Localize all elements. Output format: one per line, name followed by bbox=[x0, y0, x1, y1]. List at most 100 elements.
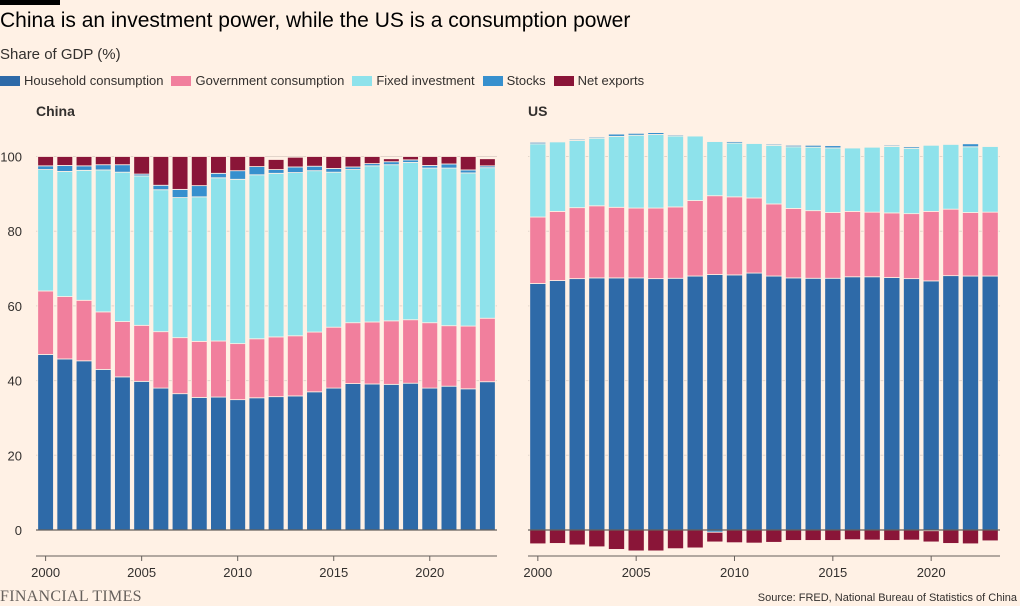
legend-item-net-exports: Net exports bbox=[553, 73, 644, 88]
legend-label: Fixed investment bbox=[376, 73, 475, 88]
bar-segment-stocks bbox=[37, 165, 54, 170]
bar-segment-fixed-investment bbox=[171, 197, 189, 339]
bar-segment-net-exports bbox=[344, 156, 362, 168]
bar-segment-fixed-investment bbox=[962, 146, 979, 213]
bar-segment-fixed-investment bbox=[903, 147, 920, 215]
bar-segment-stocks bbox=[903, 146, 920, 149]
bar-segment-net-exports bbox=[190, 156, 208, 187]
bar-segment-fixed-investment bbox=[667, 135, 684, 208]
bar-segment-net-exports bbox=[459, 156, 477, 171]
bar-segment-fixed-investment bbox=[440, 167, 458, 327]
bar-segment-government-consumption bbox=[667, 206, 684, 279]
bar-segment-net-exports bbox=[686, 529, 704, 549]
bar-segment-fixed-investment bbox=[824, 147, 842, 213]
legend-swatch bbox=[171, 75, 192, 86]
bar-segment-stocks bbox=[287, 166, 304, 173]
bar-segment-net-exports bbox=[745, 529, 763, 544]
bar-segment-net-exports bbox=[56, 156, 74, 166]
bar-segment-household-consumption bbox=[402, 382, 419, 531]
bar-segment-household-consumption bbox=[37, 354, 54, 531]
bar-segment-government-consumption bbox=[883, 212, 901, 278]
bar-segment-household-consumption bbox=[804, 277, 822, 531]
bar-segment-stocks bbox=[627, 132, 645, 136]
bar-segment-government-consumption bbox=[37, 290, 54, 355]
bar-segment-government-consumption bbox=[229, 343, 246, 401]
bar-segment-household-consumption bbox=[171, 393, 189, 531]
bar-segment-household-consumption bbox=[344, 383, 362, 531]
bar-segment-fixed-investment bbox=[706, 141, 724, 197]
bar-segment-household-consumption bbox=[922, 280, 940, 531]
bar-segment-stocks bbox=[459, 169, 477, 174]
bar-segment-stocks bbox=[608, 133, 625, 137]
bar-segment-government-consumption bbox=[529, 216, 547, 284]
legend-swatch bbox=[482, 75, 503, 86]
bar-segment-government-consumption bbox=[686, 200, 704, 277]
bar-segment-household-consumption bbox=[479, 381, 496, 531]
bar-segment-government-consumption bbox=[133, 324, 150, 382]
bar-segment-net-exports bbox=[383, 158, 400, 163]
panel-title: US bbox=[528, 103, 547, 119]
legend-item-household: Household consumption bbox=[0, 73, 163, 88]
bar-segment-stocks bbox=[267, 169, 285, 174]
bar-segment-government-consumption bbox=[344, 322, 362, 384]
bar-segment-household-consumption bbox=[745, 272, 763, 531]
y-tick-label: 20 bbox=[8, 448, 22, 463]
bar-segment-net-exports bbox=[627, 529, 645, 552]
legend-label: Household consumption bbox=[24, 73, 164, 88]
x-tick-label: 2010 bbox=[223, 565, 252, 580]
bar-segment-government-consumption bbox=[190, 340, 208, 398]
bar-segment-net-exports bbox=[94, 156, 112, 166]
bar-segment-net-exports bbox=[287, 156, 304, 168]
bar-segment-government-consumption bbox=[726, 196, 743, 276]
bar-segment-net-exports bbox=[981, 529, 999, 542]
bar-segment-fixed-investment bbox=[229, 178, 246, 345]
bar-segment-fixed-investment bbox=[190, 196, 208, 342]
bar-segment-stocks bbox=[647, 132, 665, 135]
bar-segment-net-exports bbox=[588, 529, 606, 548]
bar-segment-household-consumption bbox=[844, 276, 861, 531]
ft-top-bar bbox=[0, 0, 60, 5]
x-tick-label: 2000 bbox=[523, 565, 552, 580]
bar-segment-government-consumption bbox=[402, 319, 419, 384]
bar-segment-fixed-investment bbox=[608, 135, 625, 208]
bar-segment-government-consumption bbox=[981, 211, 999, 277]
bar-segment-household-consumption bbox=[883, 277, 901, 531]
bar-segment-stocks bbox=[686, 134, 704, 137]
us-panel bbox=[528, 132, 1000, 561]
source-note: Source: FRED, National Bureau of Statist… bbox=[757, 592, 1017, 604]
bar-segment-household-consumption bbox=[903, 278, 920, 531]
bar-segment-fixed-investment bbox=[344, 169, 362, 324]
bar-segment-household-consumption bbox=[210, 396, 227, 531]
bar-segment-net-exports bbox=[726, 529, 743, 544]
bar-segment-household-consumption bbox=[568, 278, 586, 531]
bar-segment-net-exports bbox=[844, 529, 861, 541]
bar-segment-fixed-investment bbox=[325, 171, 343, 328]
bar-segment-net-exports bbox=[37, 156, 54, 167]
bar-segment-government-consumption bbox=[844, 211, 861, 278]
bar-segment-fixed-investment bbox=[287, 172, 304, 337]
bar-segment-fixed-investment bbox=[942, 143, 960, 210]
bar-segment-fixed-investment bbox=[37, 169, 54, 292]
bar-segment-net-exports bbox=[883, 529, 901, 541]
bar-segment-household-consumption bbox=[549, 280, 566, 531]
bar-segment-fixed-investment bbox=[588, 137, 606, 207]
legend-swatch bbox=[0, 75, 20, 86]
bar-segment-government-consumption bbox=[325, 326, 343, 389]
bar-segment-household-consumption bbox=[824, 277, 842, 531]
bar-segment-fixed-investment bbox=[363, 165, 381, 323]
bar-segment-fixed-investment bbox=[568, 140, 586, 209]
bar-segment-stocks bbox=[56, 165, 74, 172]
legend-label: Stocks bbox=[506, 73, 546, 88]
bar-segment-government-consumption bbox=[306, 331, 323, 393]
bar-segment-household-consumption bbox=[306, 391, 323, 531]
bar-segment-net-exports bbox=[479, 158, 496, 167]
bar-segment-stocks bbox=[94, 164, 112, 171]
bar-segment-net-exports bbox=[325, 156, 343, 169]
legend-swatch bbox=[553, 75, 574, 86]
bar-segment-government-consumption bbox=[94, 311, 112, 370]
bar-segment-government-consumption bbox=[267, 336, 285, 398]
bar-segment-stocks bbox=[883, 144, 901, 147]
bar-segment-government-consumption bbox=[549, 211, 566, 281]
bar-segment-fixed-investment bbox=[726, 142, 743, 198]
x-tick-label: 2000 bbox=[31, 565, 60, 580]
